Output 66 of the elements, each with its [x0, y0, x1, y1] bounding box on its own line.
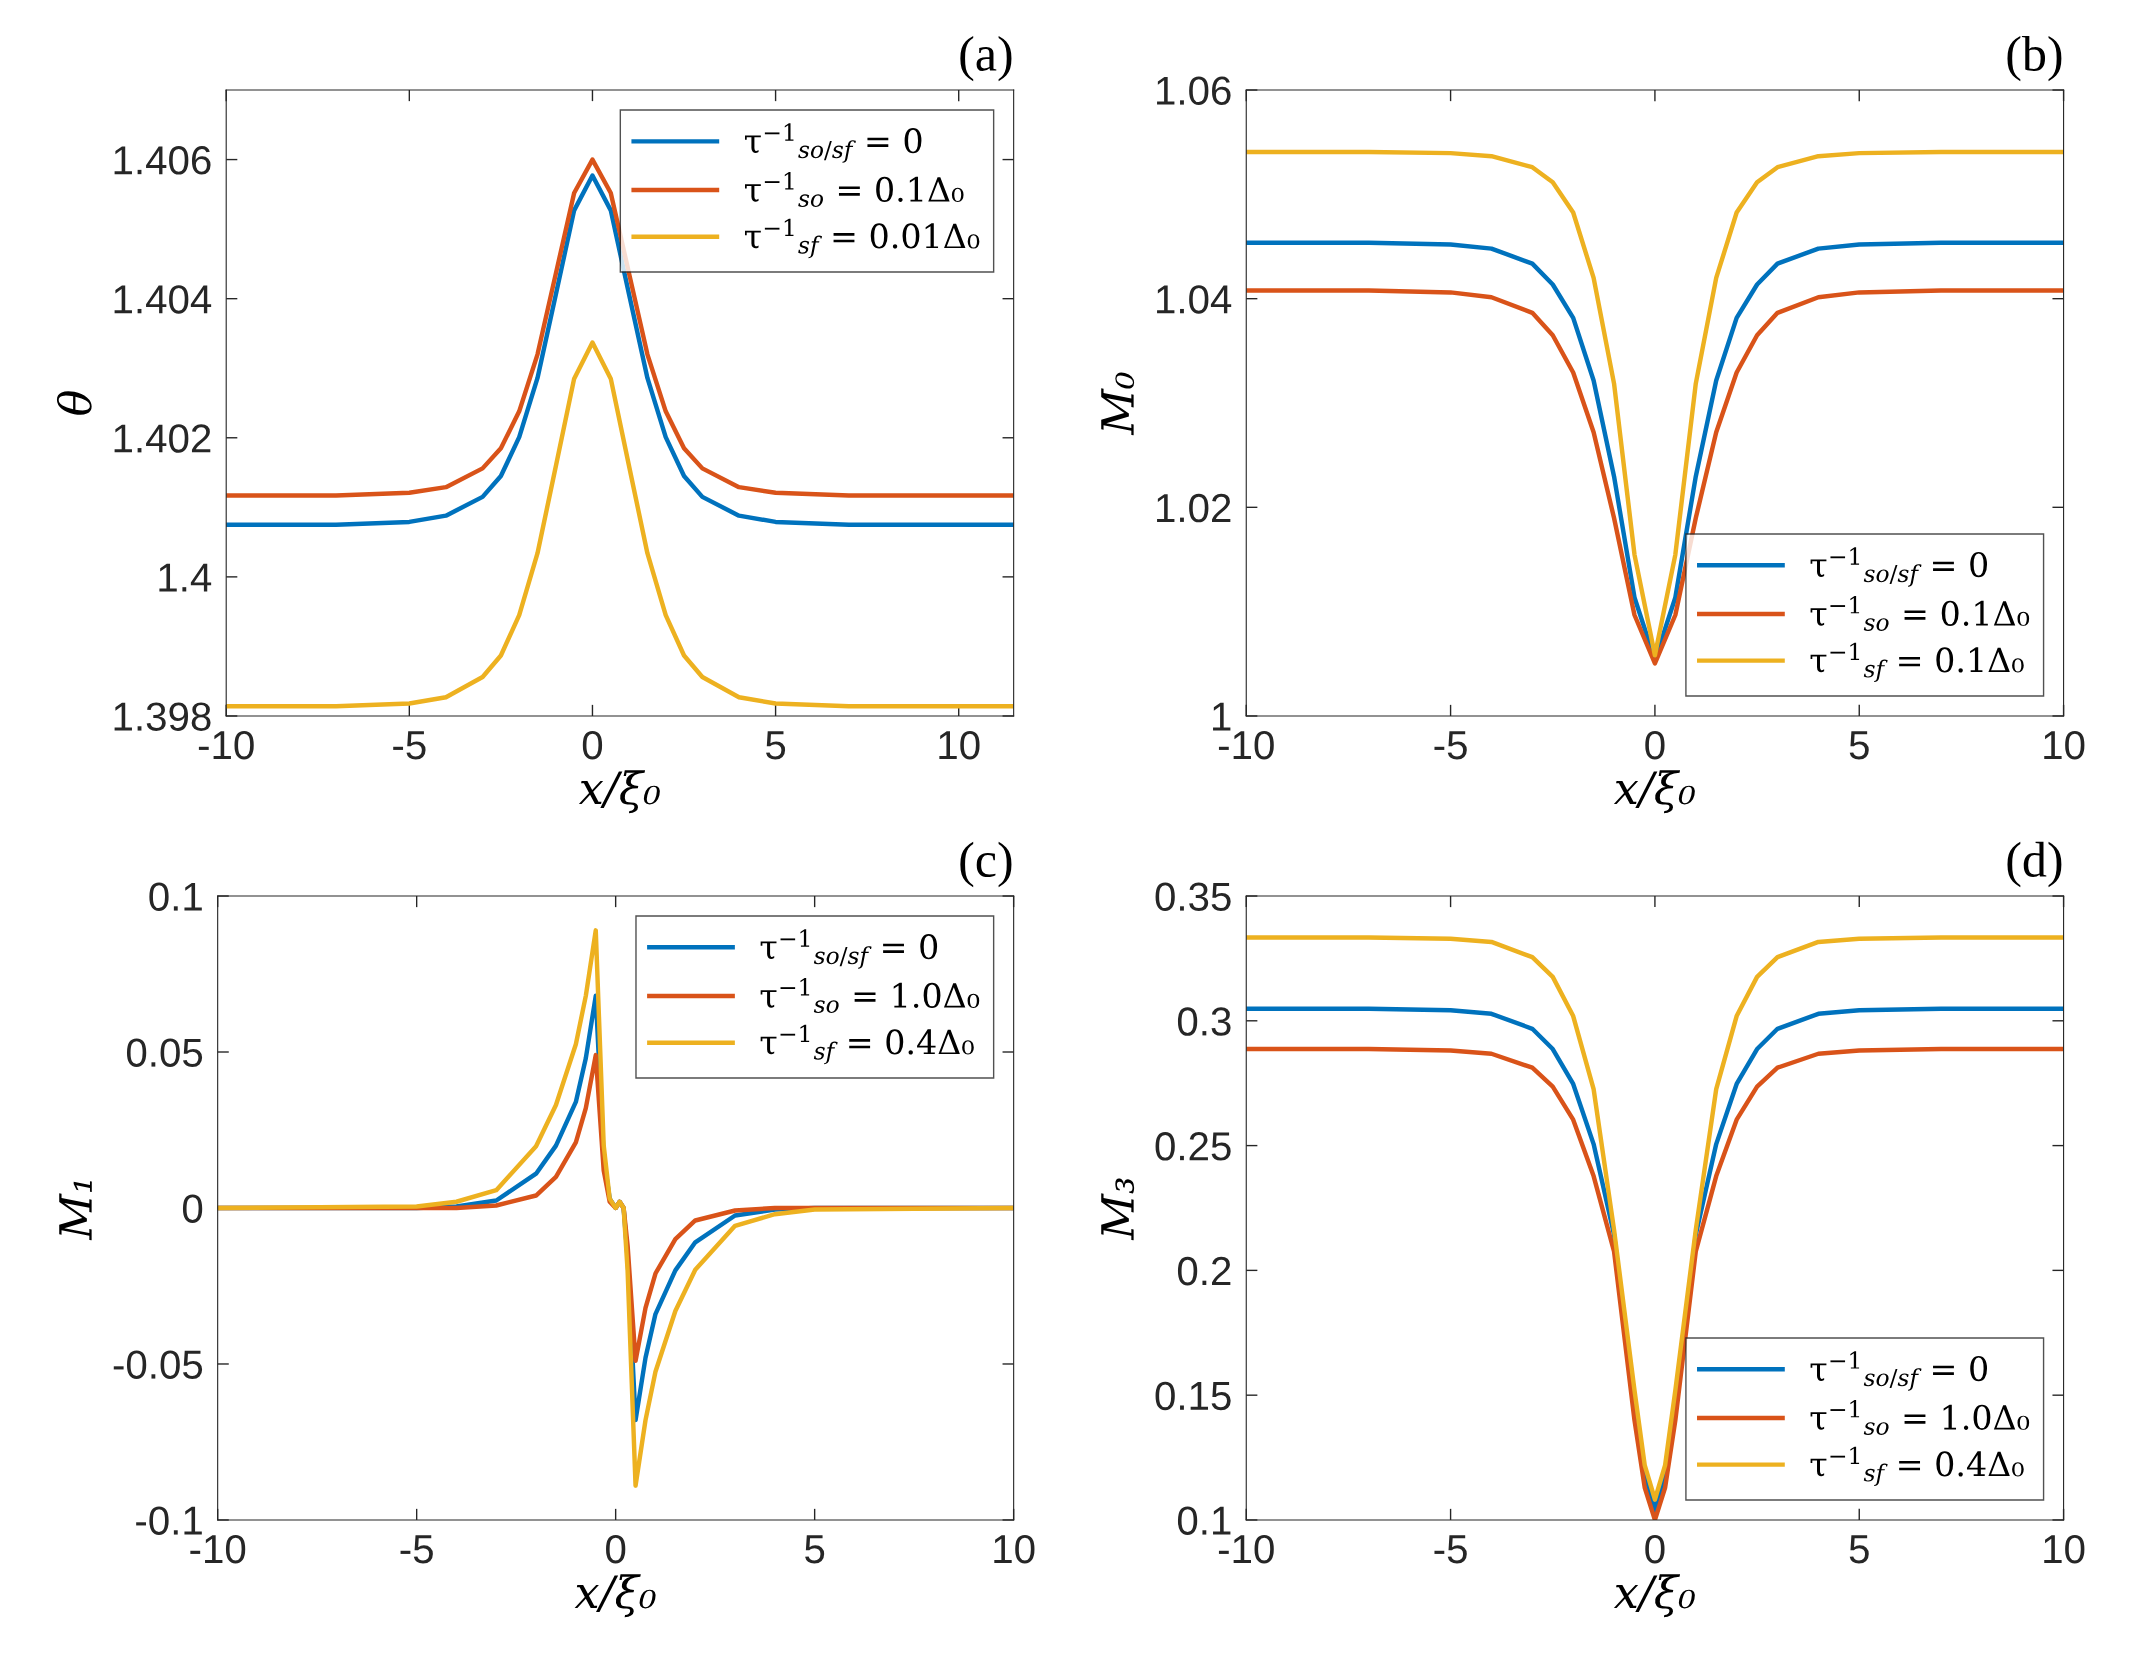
- x-tick-label: 10: [2044, 730, 2085, 760]
- x-tick-label: 0: [1645, 730, 1665, 760]
- y-tick-label: -0.05: [113, 1350, 203, 1379]
- line-series: [217, 928, 1014, 1488]
- legend-label: τ$^{−1}$$_{so}$ = 0.1Δ₀: [745, 172, 964, 208]
- y-axis-title: M₁: [59, 1181, 92, 1241]
- legend-label: τ$^{−1}$$_{so}$ = 1.0Δ₀: [1810, 1400, 2030, 1435]
- y-axis-title: M₀: [1101, 372, 1135, 436]
- y-tick-label: 0.1: [1177, 1506, 1231, 1535]
- legend-label: τ$^{−1}$$_{so}$ = 0.1Δ₀: [1810, 596, 2030, 631]
- legend-label: τ$^{−1}$$_{sf}$ = 0.4Δ₀: [1810, 1446, 2024, 1487]
- y-tick-label: 1: [1213, 702, 1231, 731]
- chart-title: (c): [960, 841, 1012, 888]
- line-series: [226, 340, 1014, 709]
- y-tick-label: 0.25: [1155, 1132, 1231, 1161]
- x-tick-label: -5: [400, 1535, 433, 1564]
- chart-title: (d): [2007, 841, 2062, 888]
- x-axis-title: x/ξ₀: [574, 1574, 656, 1618]
- y-tick-label: 0.05: [126, 1038, 203, 1067]
- legend-label: τ$^{−1}$$_{sf}$ = 0.01Δ₀: [745, 218, 980, 259]
- x-tick-label: -10: [198, 730, 254, 760]
- y-tick-label: -0.1: [136, 1506, 202, 1535]
- y-tick-label: 0: [182, 1194, 203, 1223]
- legend-label: τ$^{−1}$$_{sf}$ = 0.4Δ₀: [760, 1024, 974, 1065]
- x-tick-label: 0: [606, 1534, 626, 1564]
- y-tick-label: 1.06: [1157, 76, 1231, 106]
- x-tick-label: 5: [1849, 731, 1869, 760]
- chart-title: (b): [2007, 35, 2062, 82]
- y-tick-label: 1.406: [114, 146, 211, 175]
- y-tick-label: 1.402: [114, 424, 211, 453]
- legend-label: τ$^{−1}$$_{so/sf}$ = 0: [1810, 547, 1988, 587]
- legend-label: τ$^{−1}$$_{so/sf}$ = 0: [745, 123, 922, 163]
- y-tick-label: 1.404: [114, 285, 212, 314]
- y-tick-label: 1.04: [1157, 285, 1232, 314]
- y-axis-title: θ: [56, 391, 92, 415]
- x-tick-label: 0: [582, 730, 603, 760]
- x-axis-title: x/ξ₀: [578, 770, 660, 814]
- x-tick-label: -10: [1218, 1534, 1274, 1564]
- y-tick-label: 1.398: [114, 702, 211, 731]
- x-tick-label: -5: [1434, 1535, 1467, 1564]
- y-axis-title: M₃: [1101, 1178, 1135, 1241]
- x-tick-label: -5: [393, 731, 426, 760]
- x-tick-label: 5: [805, 1535, 825, 1564]
- x-axis-title: x/ξ₀: [1613, 770, 1695, 814]
- legend-label: τ$^{−1}$$_{sf}$ = 0.1Δ₀: [1810, 642, 2024, 683]
- x-axis-title: x/ξ₀: [1613, 1574, 1695, 1618]
- legend-label: τ$^{−1}$$_{so/sf}$ = 0: [760, 929, 938, 969]
- y-tick-label: 1.4: [159, 563, 212, 592]
- legend-label: τ$^{−1}$$_{so/sf}$ = 0: [1810, 1351, 1988, 1391]
- y-tick-label: 0.3: [1177, 1007, 1231, 1036]
- x-tick-label: -10: [1218, 730, 1274, 760]
- legend-label: τ$^{−1}$$_{so}$ = 1.0Δ₀: [760, 978, 980, 1014]
- x-tick-label: 0: [1645, 1534, 1665, 1564]
- x-tick-label: 10: [939, 730, 980, 760]
- y-tick-label: 0.35: [1155, 882, 1231, 911]
- y-tick-label: 0.1: [149, 882, 202, 911]
- y-tick-label: 0.2: [1177, 1256, 1231, 1286]
- x-tick-label: -5: [1434, 731, 1467, 760]
- x-tick-label: 10: [994, 1534, 1035, 1564]
- y-tick-label: 0.15: [1155, 1381, 1231, 1411]
- x-tick-label: 10: [2044, 1534, 2085, 1564]
- chart-title: (a): [960, 35, 1012, 82]
- x-tick-label: -10: [190, 1534, 246, 1564]
- x-tick-label: 5: [766, 731, 786, 760]
- x-tick-label: 5: [1849, 1535, 1869, 1564]
- y-tick-label: 1.02: [1157, 493, 1231, 523]
